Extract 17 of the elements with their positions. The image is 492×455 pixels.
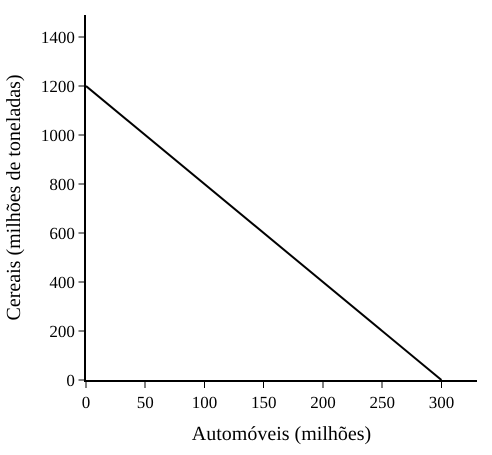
y-tick-label: 600 (49, 224, 75, 243)
x-tick-label: 300 (428, 393, 454, 412)
x-tick-label: 250 (369, 393, 395, 412)
y-axis-title: Cereais (milhões de toneladas) (2, 74, 25, 321)
y-tick-label: 1000 (40, 126, 75, 145)
y-tick-label: 200 (49, 322, 75, 341)
x-tick-label: 50 (136, 393, 154, 412)
x-tick-label: 200 (310, 393, 336, 412)
y-tick-label: 800 (49, 174, 75, 194)
y-tick-label: 400 (49, 272, 75, 292)
x-tick-label: 150 (250, 393, 276, 412)
y-tick-label: 0 (66, 370, 75, 390)
x-axis-title: Automóveis (milhões) (192, 423, 372, 446)
y-tick-label: 1200 (40, 76, 75, 96)
x-tick-label: 0 (82, 393, 90, 412)
y-tick-label: 1400 (40, 28, 75, 47)
x-tick-label: 100 (192, 393, 218, 412)
